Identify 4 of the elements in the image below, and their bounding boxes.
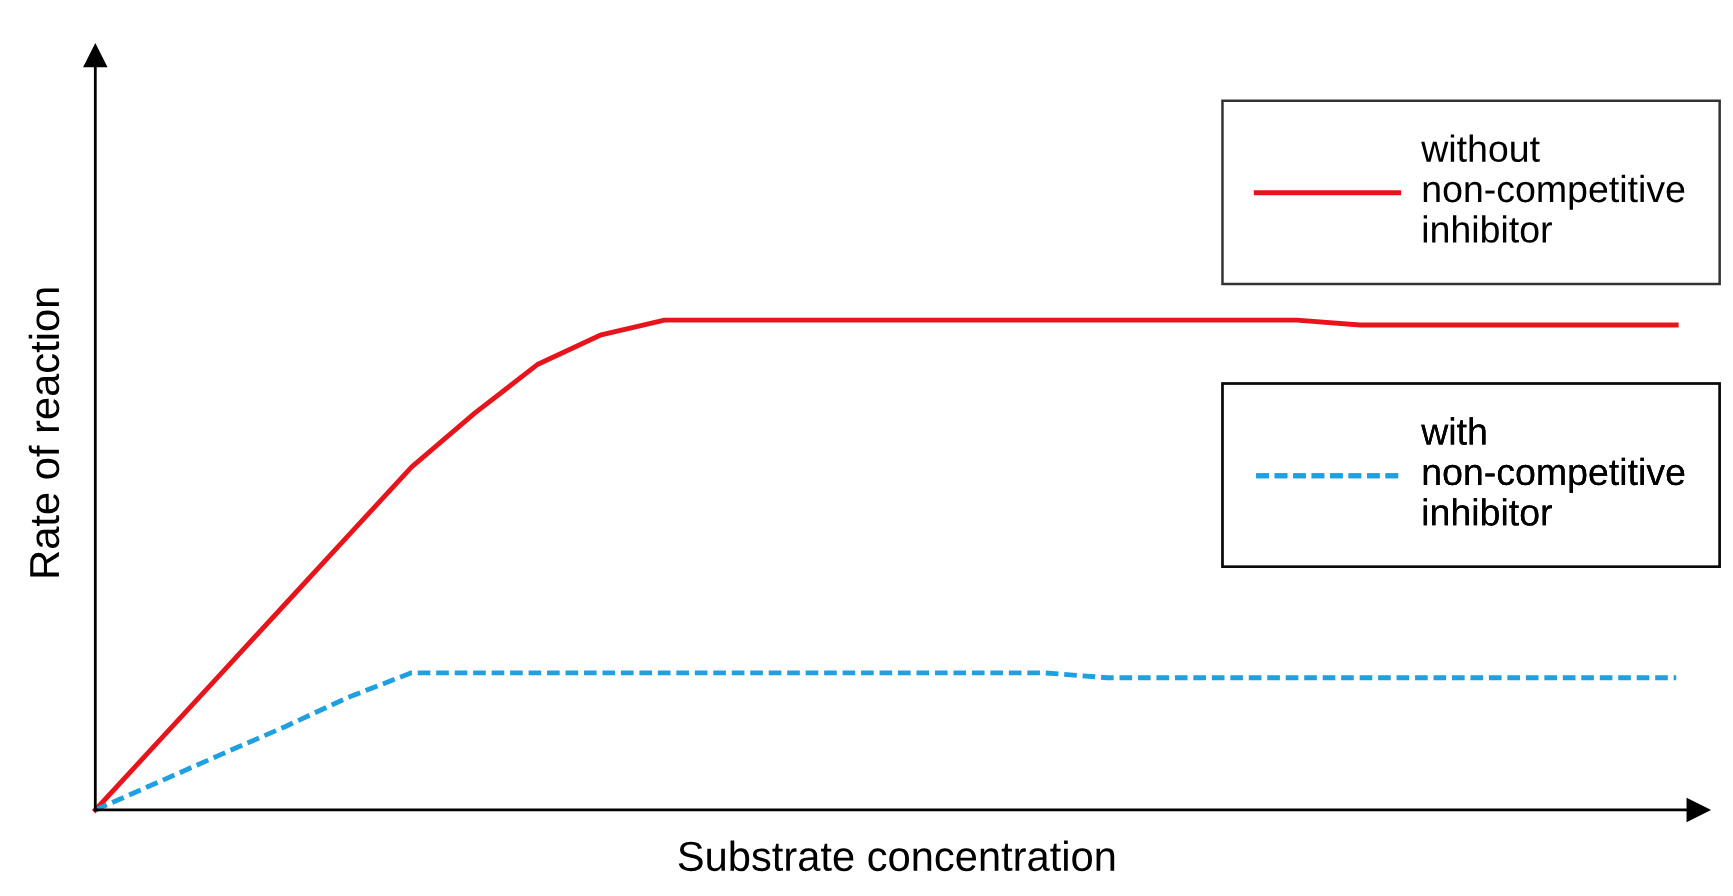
y-axis-title: Rate of reaction bbox=[28, 288, 60, 577]
legend-label: without non-competitive inhibitor bbox=[1421, 134, 1685, 243]
x-axis-title: Substrate concentration bbox=[678, 840, 1115, 872]
legend-label: with non-competitive inhibitor bbox=[1421, 417, 1685, 526]
